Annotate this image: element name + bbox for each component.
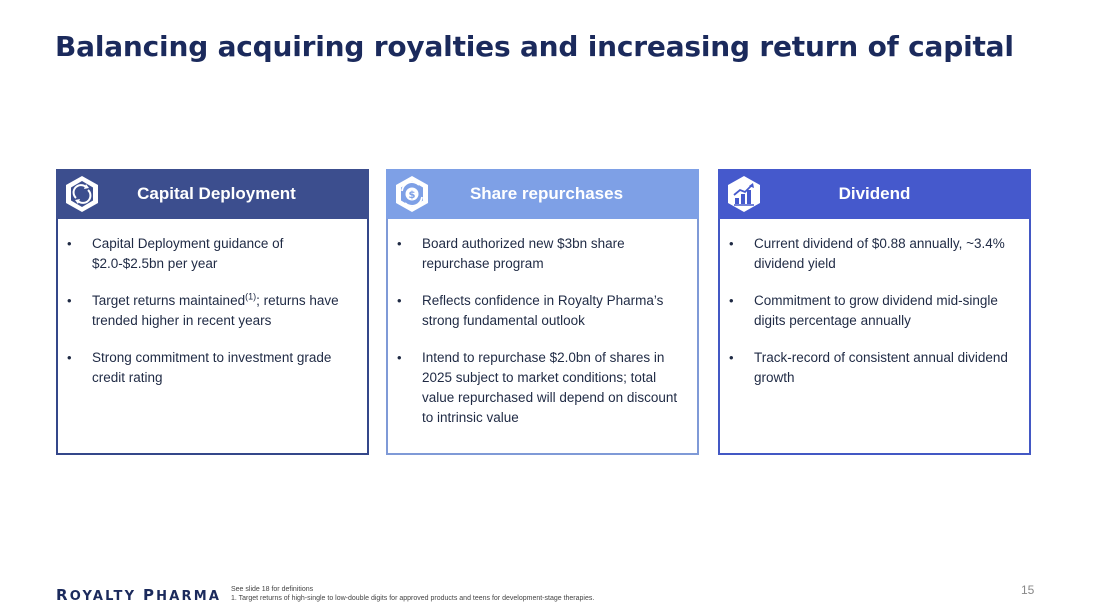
card-header: Capital Deployment bbox=[56, 169, 369, 219]
bullet-item: Target returns maintained(1); returns ha… bbox=[67, 291, 357, 331]
share-repurchases-card: $ Share repurchases Board authorized new… bbox=[386, 169, 699, 455]
card-title: Share repurchases bbox=[469, 184, 624, 203]
page-number: 15 bbox=[1021, 583, 1035, 597]
card-title: Capital Deployment bbox=[137, 184, 296, 203]
dollar-cycle-icon: $ bbox=[390, 172, 434, 216]
bullet-item: Capital Deployment guidance of $2.0-$2.5… bbox=[67, 234, 357, 274]
card-header: Dividend bbox=[718, 169, 1031, 219]
footnote-1: 1. Target returns of high-single to low-… bbox=[231, 595, 595, 602]
footnote-definitions: See slide 18 for definitions bbox=[231, 586, 314, 593]
growth-chart-icon bbox=[722, 172, 766, 216]
bullet-item: Commitment to grow dividend mid-single d… bbox=[729, 291, 1019, 331]
bullet-item: Reflects confidence in Royalty Pharma’s … bbox=[397, 291, 687, 331]
card-header: $ Share repurchases bbox=[386, 169, 699, 219]
bullet-list: Current dividend of $0.88 annually, ~3.4… bbox=[720, 234, 1029, 405]
company-logo: ROYALTY PHARMA bbox=[56, 586, 222, 604]
bullet-item: Board authorized new $3bn share repurcha… bbox=[397, 234, 687, 274]
footnotes: See slide 18 for definitions 1. Target r… bbox=[231, 585, 594, 603]
footnote-ref: (1) bbox=[245, 291, 257, 302]
bullet-item: Track-record of consistent annual divide… bbox=[729, 348, 1019, 388]
page-title: Balancing acquiring royalties and increa… bbox=[55, 30, 1014, 63]
bullet-item: Intend to repurchase $2.0bn of shares in… bbox=[397, 348, 687, 428]
dividend-card: Dividend Current dividend of $0.88 annua… bbox=[718, 169, 1031, 455]
card-title: Dividend bbox=[838, 184, 911, 203]
bullet-item: Current dividend of $0.88 annually, ~3.4… bbox=[729, 234, 1019, 274]
bullet-list: Capital Deployment guidance of $2.0-$2.5… bbox=[58, 234, 367, 405]
bullet-item: Strong commitment to investment grade cr… bbox=[67, 348, 357, 388]
capital-deployment-card: Capital Deployment Capital Deployment gu… bbox=[56, 169, 369, 455]
arrows-cycle-icon bbox=[60, 172, 104, 216]
bullet-list: Board authorized new $3bn share repurcha… bbox=[388, 234, 697, 445]
svg-text:$: $ bbox=[409, 190, 416, 201]
